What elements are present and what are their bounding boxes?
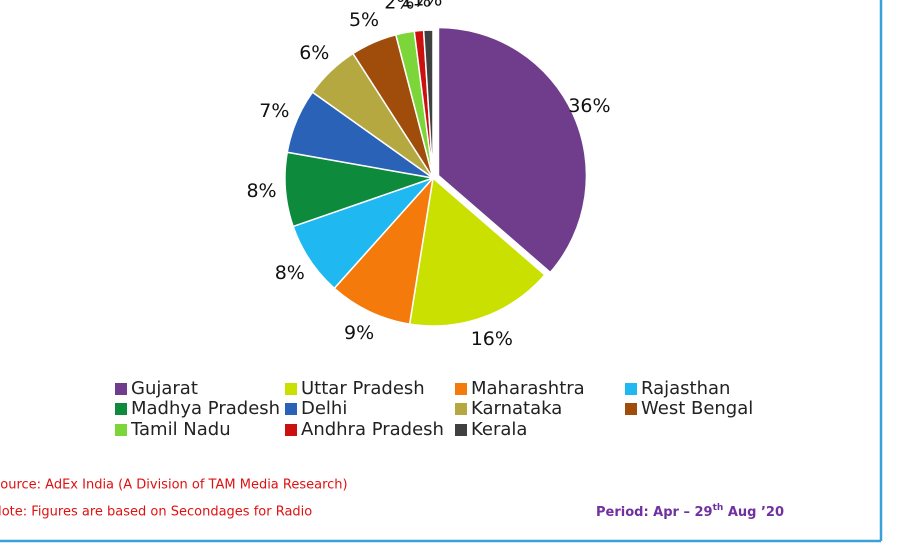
legend-swatch	[285, 424, 297, 436]
legend-swatch	[285, 383, 297, 395]
slice-label: 8%	[246, 180, 276, 202]
legend-swatch	[625, 403, 637, 415]
legend-label: Gujarat	[131, 378, 198, 399]
slice-label: 5%	[349, 9, 379, 31]
legend-label: Madhya Pradesh	[131, 398, 280, 419]
legend-swatch	[625, 383, 637, 395]
footnote: Note: Figures are based on Secondages fo…	[0, 505, 312, 520]
legend-label: Rajasthan	[641, 378, 730, 399]
legend-label: Karnataka	[471, 398, 562, 419]
legend-label: Uttar Pradesh	[301, 378, 425, 399]
period-rest: Aug ’20	[723, 505, 784, 520]
legend-label: West Bengal	[641, 398, 753, 419]
legend-swatch	[455, 383, 467, 395]
legend-swatch	[115, 383, 127, 395]
slice-label: 6%	[299, 42, 329, 64]
legend-swatch	[115, 424, 127, 436]
legend-label: Delhi	[301, 398, 347, 419]
legend-swatch	[285, 403, 297, 415]
source-note: Source: AdEx India (A Division of TAM Me…	[0, 478, 348, 493]
slice-label: 8%	[275, 262, 305, 284]
slice-label: 36%	[568, 95, 610, 117]
slice-label: 1%	[412, 0, 442, 11]
pie: 36% 16% 9% 8% 8% 7% 6% 5% 2%1%1%	[246, 0, 610, 350]
period-text: Period: Apr – 29	[596, 505, 713, 520]
slice-label: 2%	[384, 0, 414, 14]
period-sup: th	[713, 503, 724, 513]
slice-label: 16%	[471, 328, 513, 350]
legend-swatch	[115, 403, 127, 415]
slice-label: 7%	[259, 100, 289, 122]
slice	[437, 26, 588, 274]
legend-swatch	[455, 403, 467, 415]
slice-label: 1%	[401, 0, 431, 11]
legend-label: Andhra Pradesh	[301, 419, 444, 440]
slice	[408, 176, 546, 327]
slice	[422, 29, 434, 179]
legend-label: Tamil Nadu	[130, 419, 231, 440]
slice-label: 9%	[344, 322, 374, 344]
legend-label: Maharashtra	[471, 378, 585, 399]
legend: Gujarat Uttar Pradesh Maharashtra Rajasthan…	[115, 378, 753, 440]
slice	[333, 175, 435, 326]
period: Period: Apr – 29th Aug ’20	[596, 503, 784, 520]
legend-label: Kerala	[471, 419, 527, 440]
legend-swatch	[455, 424, 467, 436]
